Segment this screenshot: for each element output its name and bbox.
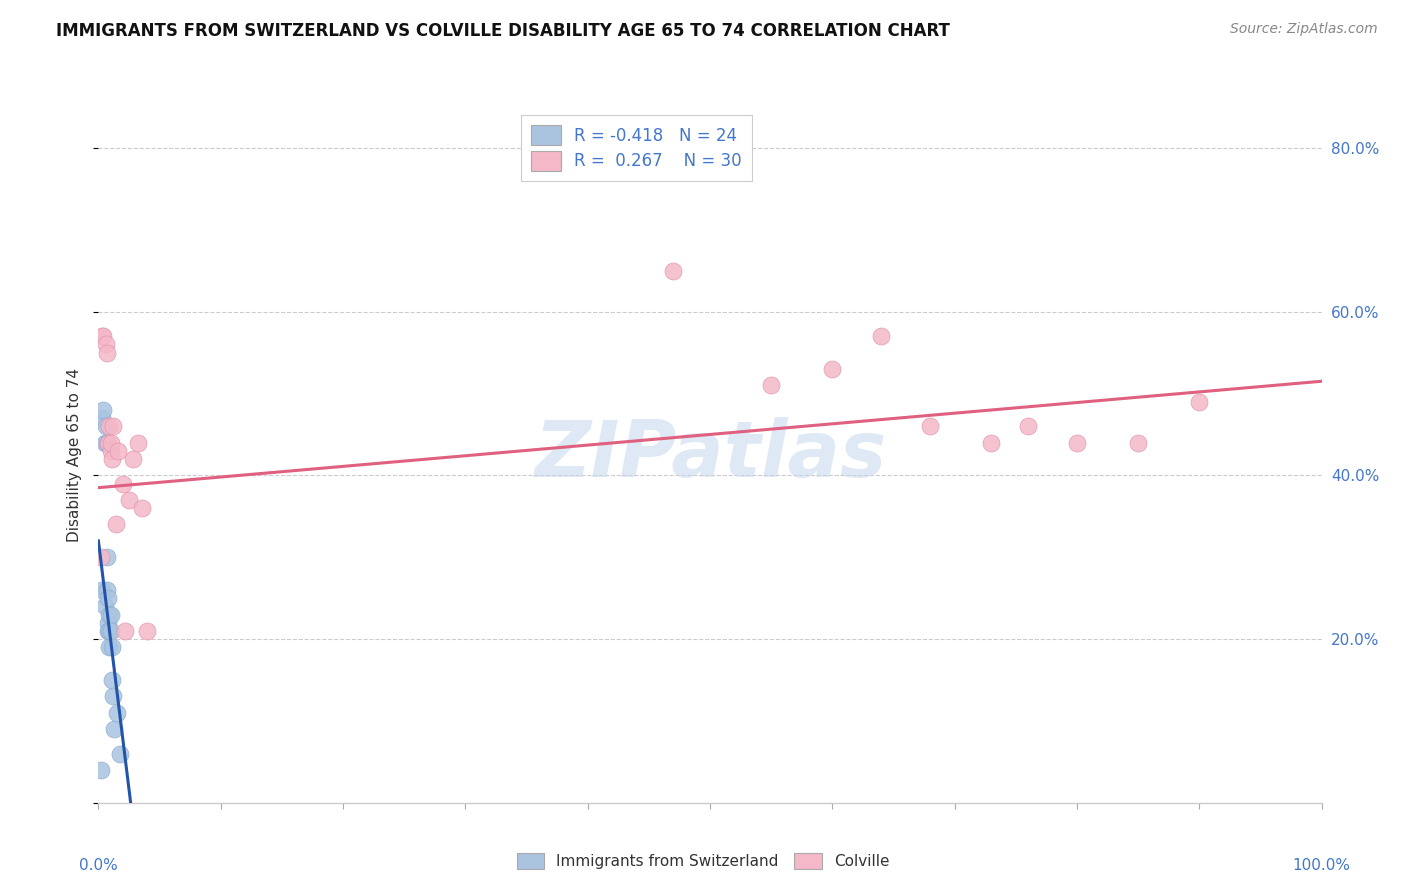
Point (114, 624, 136, 638)
Point (91, 329, 114, 343)
Point (100, 435, 122, 450)
Point (101, 690, 124, 704)
Point (91, 329, 114, 343)
Point (97, 624, 120, 638)
Point (870, 329, 893, 343)
Point (107, 443, 129, 458)
Point (103, 722, 125, 736)
Point (121, 452, 143, 467)
Point (821, 362, 844, 376)
Point (96, 550, 118, 565)
Point (91, 411, 114, 425)
Point (98, 640, 121, 655)
Point (96, 435, 118, 450)
Point (90, 763, 112, 777)
Point (97, 435, 120, 450)
Text: 100.0%: 100.0% (1292, 858, 1351, 873)
Point (761, 378, 783, 392)
Point (127, 435, 149, 450)
Point (136, 624, 159, 638)
Point (101, 452, 124, 467)
Point (1017, 419, 1039, 434)
Text: Source: ZipAtlas.com: Source: ZipAtlas.com (1230, 22, 1378, 37)
Point (104, 517, 127, 532)
Point (110, 747, 132, 761)
Point (920, 419, 942, 434)
Legend: Immigrants from Switzerland, Colville: Immigrants from Switzerland, Colville (510, 847, 896, 875)
Point (98, 607, 121, 622)
Point (91, 403, 114, 417)
Point (118, 492, 141, 507)
Point (90, 550, 112, 565)
Point (111, 476, 134, 491)
Point (97, 615, 120, 630)
Point (100, 443, 122, 458)
Point (662, 264, 685, 278)
Point (1066, 435, 1088, 450)
Point (1188, 394, 1211, 409)
Point (105, 706, 128, 720)
Point (94, 337, 117, 351)
Point (100, 607, 122, 622)
Text: 0.0%: 0.0% (79, 858, 118, 873)
Point (93, 435, 115, 450)
Text: ZIPatlas: ZIPatlas (534, 417, 886, 493)
Point (101, 640, 124, 655)
Text: IMMIGRANTS FROM SWITZERLAND VS COLVILLE DISABILITY AGE 65 TO 74 CORRELATION CHAR: IMMIGRANTS FROM SWITZERLAND VS COLVILLE … (56, 22, 950, 40)
Point (93, 599, 115, 614)
Point (100, 624, 122, 638)
Point (94, 419, 117, 434)
Point (98, 624, 121, 638)
Legend: R = -0.418   N = 24, R =  0.267    N = 30: R = -0.418 N = 24, R = 0.267 N = 30 (522, 115, 752, 180)
Point (980, 435, 1002, 450)
Point (131, 501, 153, 516)
Point (98, 419, 121, 434)
Point (96, 582, 118, 597)
Point (1128, 435, 1150, 450)
Point (97, 591, 120, 606)
Point (101, 673, 124, 687)
Point (91, 582, 114, 597)
Point (96, 345, 118, 359)
Point (101, 419, 124, 434)
Y-axis label: Disability Age 65 to 74: Disability Age 65 to 74 (67, 368, 83, 542)
